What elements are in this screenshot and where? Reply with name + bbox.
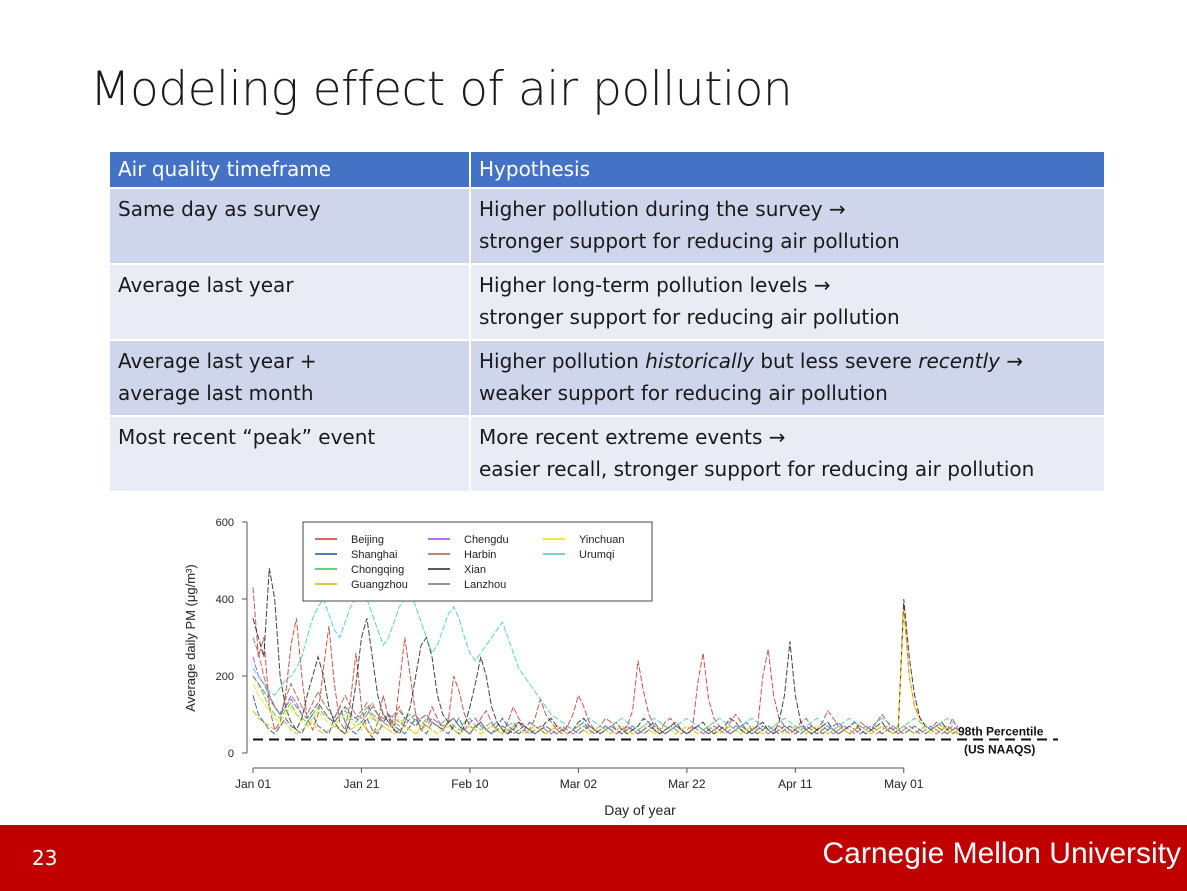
series-line-harbin: [252, 637, 959, 735]
legend-label: Harbin: [464, 549, 496, 561]
x-tick-label: Jan 01: [235, 777, 271, 791]
hypothesis-line: Higher pollution historically but less s…: [479, 345, 1096, 377]
timeframe-text: Average last year +: [118, 349, 317, 373]
legend-label: Urumqi: [579, 549, 614, 561]
hypothesis-line: easier recall, stronger support for redu…: [479, 457, 1035, 481]
timeframe-cell: Average last year: [110, 264, 471, 341]
hypothesis-cell: Higher pollution during the survey → str…: [470, 188, 1106, 265]
x-tick-label: Mar 22: [668, 777, 706, 791]
legend-label: Guangzhou: [351, 579, 408, 591]
legend-label: Lanzhou: [464, 579, 506, 591]
hypothesis-fragment: Higher pollution: [479, 349, 646, 373]
hypothesis-line: stronger support for reducing air pollut…: [479, 305, 900, 329]
legend-label: Beijing: [351, 534, 384, 546]
x-tick-label: Apr 11: [778, 777, 813, 791]
series-line-urumqi: [252, 590, 959, 731]
y-tick-label: 0: [228, 748, 234, 760]
hypothesis-cell: Higher pollution historically but less s…: [470, 340, 1106, 417]
y-tick-label: 200: [216, 671, 234, 683]
hypothesis-cell: More recent extreme events → easier reca…: [470, 416, 1106, 493]
table-row: Most recent “peak” event More recent ext…: [110, 416, 1106, 493]
table-row: Average last year Higher long-term pollu…: [110, 264, 1106, 341]
timeframe-text: Average last year: [118, 273, 294, 297]
header-timeframe: Air quality timeframe: [110, 152, 471, 189]
slide-title: Modeling effect of air pollution: [90, 62, 793, 117]
plot-area: 0 200 400 600 Jan 01 Jan 21 Feb 10 Mar 02 Mar 22…: [183, 517, 1058, 818]
y-tick-label: 600: [216, 517, 234, 529]
hypothesis-emphasis: recently: [918, 349, 1001, 373]
x-tick-label: Feb 10: [451, 777, 489, 791]
series-line-yinchuan: [252, 610, 959, 735]
timeframe-cell: Most recent “peak” event: [110, 416, 471, 493]
reference-line-sublabel: (US NAAQS): [964, 743, 1035, 757]
hypothesis-line: Higher pollution during the survey →: [479, 197, 846, 221]
table-row: Average last year + average last month H…: [110, 340, 1106, 417]
legend-box: [302, 521, 653, 602]
hypothesis-table: Air quality timeframe Hypothesis Same da…: [110, 152, 1106, 493]
hypothesis-line: Higher long-term pollution levels →: [479, 273, 831, 297]
hypothesis-fragment: but less severe: [753, 349, 919, 373]
hypothesis-line: More recent extreme events →: [479, 425, 786, 449]
timeframe-text: Same day as survey: [118, 197, 321, 221]
timeframe-cell: Average last year + average last month: [110, 340, 471, 417]
hypothesis-line: weaker support for reducing air pollutio…: [479, 381, 888, 405]
timeframe-text: Most recent “peak” event: [118, 425, 376, 449]
series-line-chengdu: [252, 656, 959, 735]
x-axis-title: Day of year: [604, 802, 676, 818]
legend-label: Xian: [464, 564, 486, 576]
x-tick-label: Mar 02: [560, 777, 598, 791]
legend-label: Chongqing: [351, 564, 404, 576]
timeframe-text: average last month: [118, 381, 314, 405]
hypothesis-cell: Higher long-term pollution levels → stro…: [470, 264, 1106, 341]
timeframe-cell: Same day as survey: [110, 188, 471, 265]
hypothesis-emphasis: historically: [645, 349, 754, 373]
x-tick-label: May 01: [884, 777, 924, 791]
table-header-row: Air quality timeframe Hypothesis: [110, 152, 1106, 189]
legend-label: Yinchuan: [579, 534, 624, 546]
pm-chart: 0 200 400 600 Jan 01 Jan 21 Feb 10 Mar 02 Mar 22…: [183, 517, 1058, 818]
x-tick-label: Jan 21: [343, 777, 379, 791]
reference-line-label: 98th Percentile: [958, 725, 1044, 739]
legend-label: Shanghai: [351, 549, 398, 561]
brand-wordmark: Carnegie Mellon University: [822, 837, 1181, 870]
footer-bar: [0, 825, 1187, 891]
legend-label: Chengdu: [464, 534, 509, 546]
y-tick-label: 400: [216, 594, 234, 606]
table-row: Same day as survey Higher pollution duri…: [110, 188, 1106, 265]
y-axis-title: Average daily PM (μg/m³): [183, 564, 198, 711]
page-number: 23: [32, 846, 58, 870]
hypothesis-line: stronger support for reducing air pollut…: [479, 229, 900, 253]
hypothesis-fragment: →: [1000, 349, 1024, 373]
series-line-beijing: [252, 587, 959, 739]
header-hypothesis: Hypothesis: [470, 152, 1106, 189]
